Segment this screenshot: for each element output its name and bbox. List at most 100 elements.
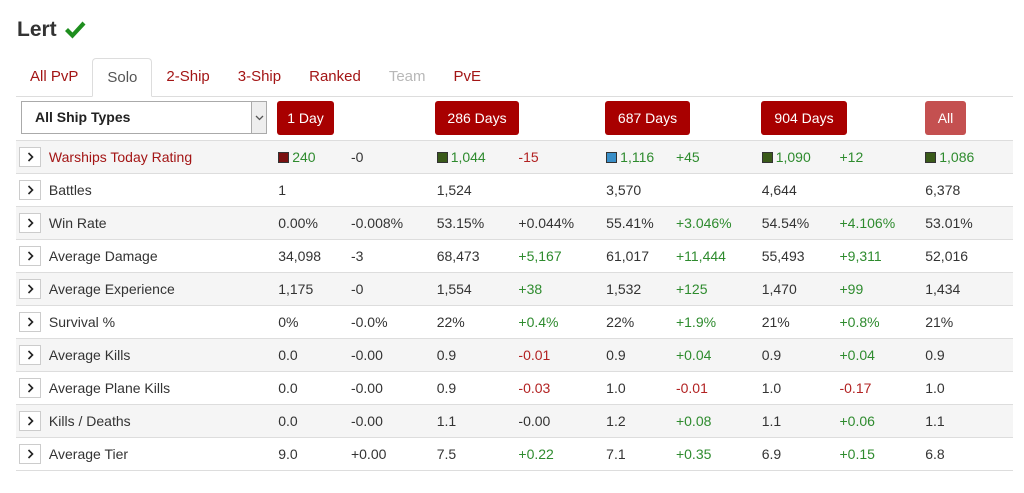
chevron-right-icon[interactable] <box>19 180 41 200</box>
rating-color-swatch <box>278 152 290 163</box>
stat-value: 21% <box>925 314 954 330</box>
stat-delta: +99 <box>839 281 864 297</box>
stat-label: Average Kills <box>48 347 131 363</box>
tab-2-ship[interactable]: 2-Ship <box>166 68 210 85</box>
stat-delta: -0.17 <box>839 380 872 396</box>
stat-label: Win Rate <box>48 215 107 231</box>
chevron-right-icon[interactable] <box>19 378 41 398</box>
stat-delta: +0.22 <box>518 446 554 462</box>
period-904-days-button[interactable]: 904 Days <box>761 101 847 135</box>
rating-color-swatch <box>761 152 773 163</box>
chevron-right-icon[interactable] <box>19 312 41 332</box>
stat-value: 1,554 <box>436 281 472 297</box>
stat-value: 34,098 <box>278 248 322 264</box>
stat-delta: +0.4% <box>518 314 559 330</box>
stat-delta: -15 <box>518 149 539 165</box>
chevron-right-icon[interactable] <box>19 213 41 233</box>
stat-value: 7.1 <box>606 446 626 462</box>
chevron-right-icon[interactable] <box>19 411 41 431</box>
stat-delta <box>676 174 762 207</box>
tab-all-pvp[interactable]: All PvP <box>30 68 79 85</box>
tab-solo[interactable]: Solo <box>92 58 153 97</box>
rating-value: 240 <box>292 149 316 165</box>
stat-value: 1.1 <box>761 413 782 429</box>
table-row: Average Kills 0.0 -0.00 0.9 -0.01 0.9 +0.04 0.9… <box>16 338 1013 372</box>
chevron-right-icon[interactable] <box>19 147 41 167</box>
stat-delta: +5,167 <box>518 248 562 264</box>
stat-value: 0.9 <box>925 347 945 363</box>
stat-value: 4,644 <box>761 182 797 198</box>
period-286-days-button[interactable]: 286 Days <box>435 101 519 135</box>
stat-value: 54.54% <box>761 215 810 231</box>
stat-value: 1,524 <box>436 182 472 198</box>
stat-value: 0.9 <box>436 347 457 363</box>
table-row: Average Plane Kills 0.0 -0.00 0.9 -0.03 1.0 -0… <box>16 371 1013 405</box>
stat-delta: +0.15 <box>839 446 875 462</box>
stat-delta <box>518 174 606 207</box>
expand-cell <box>16 207 49 240</box>
stat-value: 1,116 <box>606 141 676 174</box>
chevron-right-icon[interactable] <box>19 279 41 299</box>
stat-label: Survival % <box>48 314 116 330</box>
stat-value: 0.0 <box>278 413 298 429</box>
stat-delta: +0.8% <box>839 314 880 330</box>
stat-value: 1.1 <box>436 413 457 429</box>
chevron-down-icon[interactable] <box>251 102 266 133</box>
check-icon <box>64 21 86 39</box>
stat-label[interactable]: Warships Today Rating <box>48 149 193 165</box>
stat-delta: +0.04 <box>675 347 712 363</box>
stat-delta <box>351 174 437 207</box>
tab-ranked[interactable]: Ranked <box>309 68 361 85</box>
stat-delta: +0.06 <box>839 413 875 429</box>
stat-delta: -0.0% <box>350 314 388 330</box>
stat-value: 6.8 <box>925 446 945 462</box>
rating-color-swatch <box>925 152 937 163</box>
stat-delta: -0.00 <box>350 347 383 363</box>
stat-delta: +0.35 <box>675 446 712 462</box>
stat-value: 61,017 <box>606 248 649 264</box>
stat-value: 9.0 <box>278 446 298 462</box>
stat-delta: -0.00 <box>350 380 383 396</box>
stat-delta: +0.00 <box>350 446 387 462</box>
stat-value: 0.9 <box>761 347 782 363</box>
tab-3-ship[interactable]: 3-Ship <box>237 68 282 85</box>
period-all-button[interactable]: All <box>925 101 966 135</box>
period-687-days-button[interactable]: 687 Days <box>605 101 690 135</box>
stat-delta: -0.00 <box>350 413 383 429</box>
stat-value: 1,434 <box>925 281 961 297</box>
stat-value: 1,470 <box>761 281 797 297</box>
stat-delta: +38 <box>518 281 543 297</box>
stat-delta: -0.00 <box>518 413 551 429</box>
table-row: Average Experience 1,175 -0 1,554 +38 1,532 +1… <box>16 272 1013 306</box>
stat-value: 68,473 <box>436 248 480 264</box>
player-title: Lert <box>17 18 87 42</box>
stat-value: 1,044 <box>436 141 519 174</box>
chevron-right-icon[interactable] <box>19 345 41 365</box>
stat-value: 0.0 <box>278 380 298 396</box>
rating-color-swatch <box>606 152 618 163</box>
chevron-right-icon[interactable] <box>19 246 41 266</box>
stat-delta <box>839 174 925 207</box>
stats-table: Warships Today Rating 240 -0 1,044 -15 1,116 +… <box>16 140 1013 471</box>
ship-type-select[interactable]: All Ship Types <box>21 101 267 134</box>
stat-delta: +1.9% <box>675 314 717 330</box>
table-row: Battles 1 1,524 3,570 4,644 6,378 <box>16 173 1013 207</box>
expand-cell <box>16 405 49 438</box>
mode-tabs: All PvP Solo 2-Ship 3-Ship Ranked Team P… <box>16 58 1013 97</box>
stat-value: 0.00% <box>278 215 318 231</box>
stat-value: 0.0 <box>278 347 298 363</box>
stat-value: 3,570 <box>606 182 642 198</box>
stat-delta: +45 <box>675 149 700 165</box>
rating-value: 1,116 <box>620 149 655 165</box>
stat-label: Average Damage <box>48 248 158 264</box>
stat-value: 0% <box>278 314 299 330</box>
stat-value: 1.0 <box>925 380 945 396</box>
stat-delta: -0 <box>350 281 364 297</box>
table-row: Average Tier 9.0 +0.00 7.5 +0.22 7.1 +0.35 6.9 +… <box>16 437 1013 471</box>
tab-pve[interactable]: PvE <box>453 68 482 85</box>
stat-label: Average Plane Kills <box>48 380 171 396</box>
period-1-day-button[interactable]: 1 Day <box>277 101 334 135</box>
stat-delta: +0.04 <box>839 347 875 363</box>
chevron-right-icon[interactable] <box>19 444 41 464</box>
stat-delta: -0.01 <box>675 380 708 396</box>
